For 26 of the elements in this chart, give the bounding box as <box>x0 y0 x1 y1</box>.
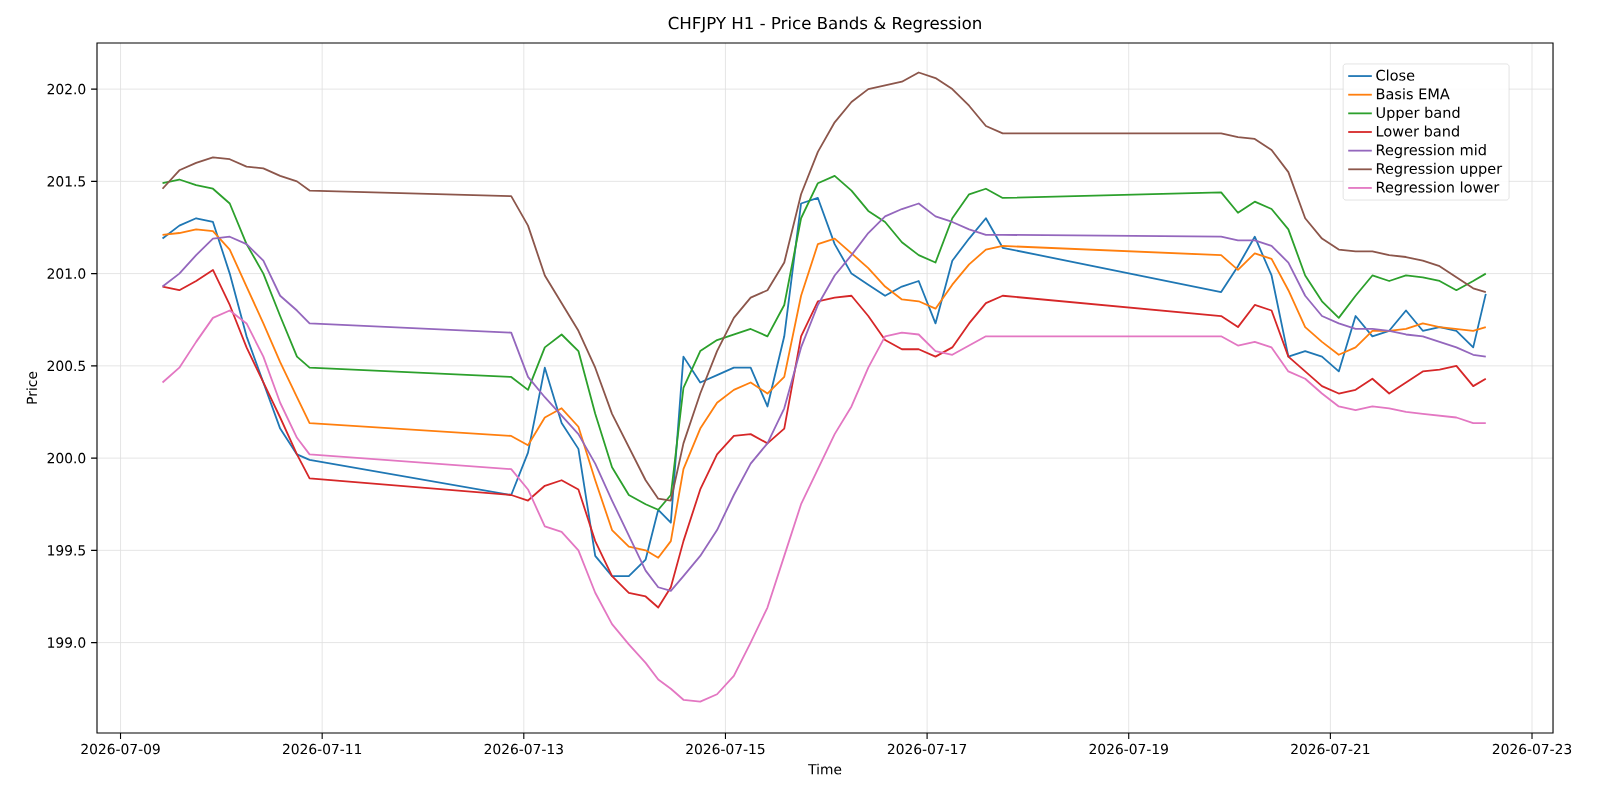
y-tick-label: 202.0 <box>47 83 86 95</box>
y-tick-label: 199.5 <box>48 545 85 556</box>
line-series <box>161 269 1487 609</box>
legend-label: Close <box>1376 69 1415 81</box>
y-tick-label: 200.0 <box>47 452 86 464</box>
legend-label: Regression upper <box>1376 162 1503 177</box>
legend-label: Regression mid <box>1376 144 1486 159</box>
y-tick-label: 201.0 <box>47 268 86 279</box>
y-axis-title: Price <box>26 371 38 404</box>
legend-label: Regression lower <box>1376 181 1500 196</box>
x-tick-label: 2026-07-21 <box>1291 743 1370 755</box>
y-tick-label: 201.5 <box>47 176 85 187</box>
x-tick-label: 2026-07-17 <box>887 743 967 755</box>
x-tick-label: 2026-07-15 <box>686 743 765 755</box>
x-tick-label: 2026-07-23 <box>1492 743 1572 755</box>
legend-label: Upper band <box>1376 106 1460 121</box>
y-tick-label: 199.0 <box>48 637 86 648</box>
x-tick-label: 2026-07-09 <box>81 743 160 755</box>
chart-title: CHFJPY H1 - Price Bands & Regression <box>668 16 981 33</box>
x-tick-label: 2026-07-11 <box>282 743 362 755</box>
x-tick-label: 2026-07-13 <box>484 743 563 755</box>
x-axis-title: Time <box>808 763 842 775</box>
x-tick-label: 2026-07-19 <box>1089 743 1168 755</box>
legend-label: Basis EMA <box>1376 88 1450 100</box>
legend-label: Lower band <box>1376 125 1459 137</box>
y-tick-label: 200.5 <box>47 360 85 372</box>
